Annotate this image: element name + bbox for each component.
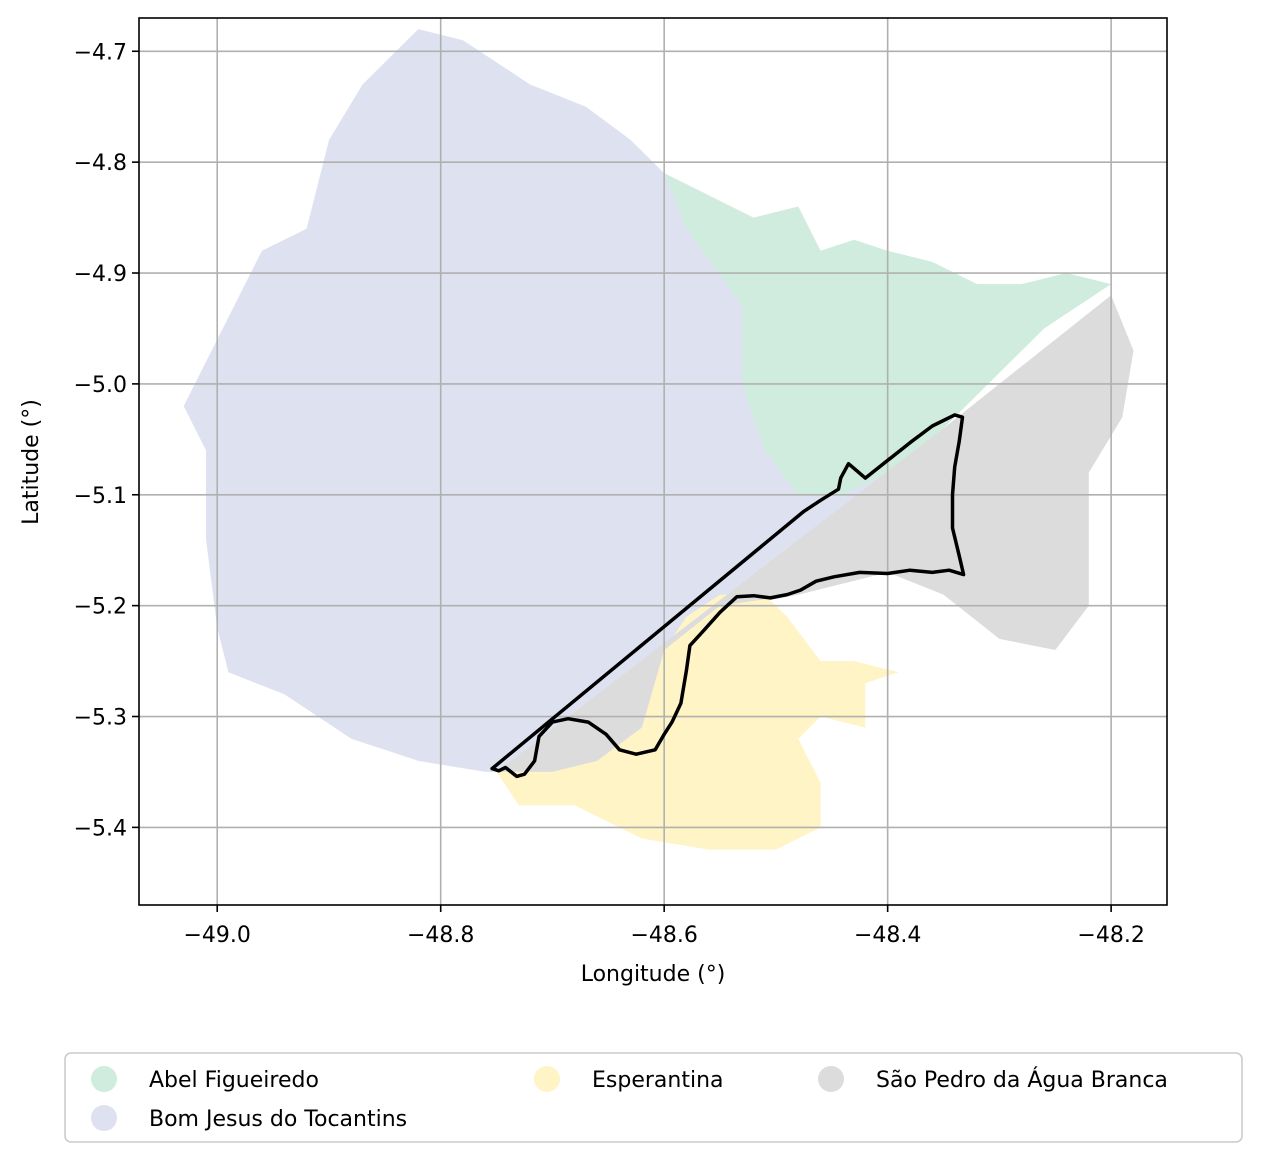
x-tick-label: −48.6 <box>630 923 697 948</box>
region-sao-pedro-da-agua-branca <box>496 295 1134 772</box>
x-axis-label: Longitude (°) <box>581 962 726 987</box>
y-tick-label: −5.2 <box>74 595 127 620</box>
legend-label-abel-figueiredo: Abel Figueiredo <box>149 1068 319 1093</box>
x-tick-label: −49.0 <box>184 923 251 948</box>
y-tick-label: −5.0 <box>74 373 127 398</box>
legend-label-bom-jesus-do-tocantins: Bom Jesus do Tocantins <box>149 1107 407 1132</box>
legend-marker-bom-jesus-do-tocantins <box>91 1105 117 1131</box>
y-tick-label: −5.3 <box>74 706 127 731</box>
y-tick-label: −5.4 <box>74 816 127 841</box>
legend-box <box>64 1052 1243 1143</box>
y-tick-label: −4.7 <box>74 40 127 65</box>
region-esperantina <box>496 594 899 850</box>
plot-frame <box>138 17 1168 906</box>
legend-label-esperantina: Esperantina <box>592 1068 724 1093</box>
x-axis-ticks: −49.0 −48.8 −48.6 −48.4 −48.2 <box>184 905 1145 948</box>
x-tick-label: −48.8 <box>407 923 474 948</box>
y-tick-label: −4.9 <box>74 262 127 287</box>
legend: Abel Figueiredo Bom Jesus do Tocantins Esp… <box>64 1052 1243 1143</box>
y-axis-label: Latitude (°) <box>19 399 44 525</box>
y-tick-label: −5.1 <box>74 484 127 509</box>
legend-marker-esperantina <box>534 1066 560 1092</box>
legend-marker-abel-figueiredo <box>91 1066 117 1092</box>
y-axis-ticks: −4.7 −4.8 −4.9 −5.0 −5.1 −5.2 −5.3 −5.4 <box>74 40 139 841</box>
legend-items: Abel Figueiredo Bom Jesus do Tocantins Esp… <box>91 1066 1168 1132</box>
x-tick-label: −48.2 <box>1077 923 1144 948</box>
highlight-outline-layer <box>490 413 966 779</box>
x-tick-label: −48.4 <box>854 923 921 948</box>
legend-label-sao-pedro-da-agua-branca: São Pedro da Água Branca <box>876 1067 1168 1093</box>
highlight-outline <box>490 413 966 779</box>
y-tick-label: −4.8 <box>74 151 127 176</box>
legend-marker-sao-pedro-da-agua-branca <box>818 1066 844 1092</box>
